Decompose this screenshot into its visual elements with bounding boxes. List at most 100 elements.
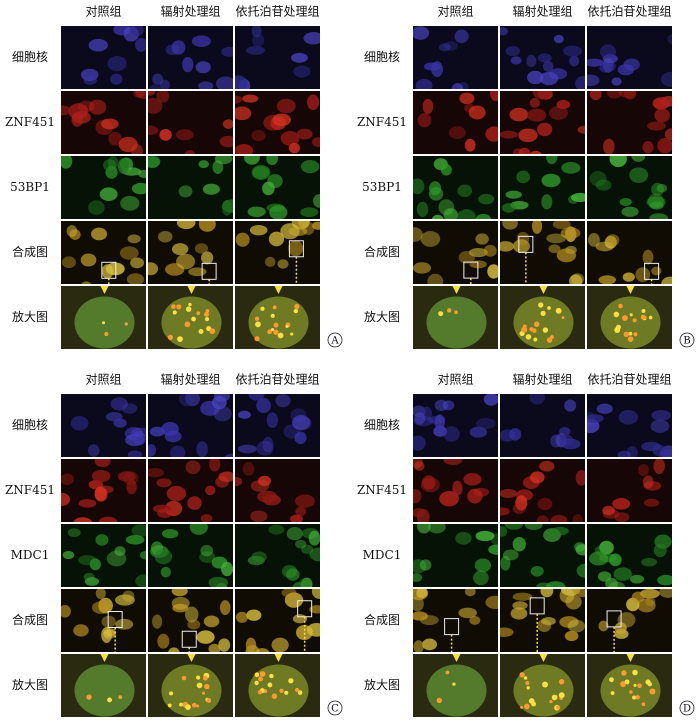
- column-header: 对照组: [85, 5, 121, 19]
- micrograph: [500, 459, 585, 522]
- micrograph: [235, 394, 320, 457]
- column-header: 对照组: [437, 5, 473, 19]
- micrograph: [235, 654, 320, 717]
- panel-label: D: [683, 704, 691, 715]
- panel-badge: [327, 332, 343, 348]
- row-label: ZNF451: [5, 483, 55, 497]
- panel-badge: [679, 332, 695, 348]
- row-label: 细胞核: [12, 418, 48, 432]
- micrograph: [235, 459, 320, 522]
- panel-badge: [679, 700, 695, 716]
- row-label: 合成图: [364, 244, 400, 259]
- panel-label: B: [683, 336, 690, 347]
- micrograph: [587, 91, 672, 154]
- row-label: 合成图: [12, 244, 48, 259]
- row-label: MDC1: [11, 548, 50, 562]
- micrograph: [235, 589, 320, 652]
- micrograph: [413, 394, 498, 457]
- micrograph: [587, 589, 672, 652]
- row-label: 细胞核: [364, 418, 400, 432]
- row-label: 53BP1: [10, 180, 50, 194]
- column-header: 辐射处理组: [512, 4, 572, 19]
- micrograph: [148, 26, 233, 89]
- panel-label: C: [331, 704, 339, 715]
- column-header: 辐射处理组: [160, 4, 220, 19]
- micrograph: [413, 286, 498, 349]
- micrograph: [235, 286, 320, 349]
- micrograph: [413, 459, 498, 522]
- row-label: 放大图: [12, 677, 48, 692]
- micrograph: [148, 286, 233, 349]
- micrograph: [148, 654, 233, 717]
- micrograph: [235, 221, 320, 284]
- column-header: 对照组: [85, 373, 121, 387]
- row-label: ZNF451: [5, 115, 55, 129]
- micrograph: [235, 156, 320, 219]
- column-header: 依托泊苷处理组: [587, 372, 671, 387]
- micrograph: [500, 286, 585, 349]
- micrograph: [413, 91, 498, 154]
- micrograph: [500, 156, 585, 219]
- micrograph: [500, 394, 585, 457]
- micrograph: [148, 589, 233, 652]
- micrograph: [587, 459, 672, 522]
- column-header: 依托泊苷处理组: [235, 4, 319, 19]
- micrograph: [413, 524, 498, 587]
- micrograph: [413, 589, 498, 652]
- micrograph: [148, 524, 233, 587]
- micrograph: [61, 524, 146, 587]
- micrograph: [413, 654, 498, 717]
- micrograph: [61, 26, 146, 89]
- micrograph: [413, 26, 498, 89]
- micrograph: [235, 26, 320, 89]
- column-header: 辐射处理组: [160, 372, 220, 387]
- micrograph: [148, 459, 233, 522]
- micrograph: [61, 654, 146, 717]
- micrograph: [148, 394, 233, 457]
- row-label: 放大图: [12, 309, 48, 324]
- row-label: 放大图: [364, 677, 400, 692]
- micrograph: [587, 394, 672, 457]
- micrograph: [148, 91, 233, 154]
- micrograph: [61, 394, 146, 457]
- row-label: 细胞核: [364, 50, 400, 64]
- micrograph: [587, 524, 672, 587]
- micrograph: [235, 524, 320, 587]
- micrograph: [587, 286, 672, 349]
- column-header: 依托泊苷处理组: [587, 4, 671, 19]
- micrograph: [235, 91, 320, 154]
- row-label: 合成图: [364, 612, 400, 627]
- micrograph: [61, 156, 146, 219]
- panel-label: A: [330, 336, 339, 347]
- row-label: 合成图: [12, 612, 48, 627]
- micrograph: [413, 156, 498, 219]
- micrograph: [500, 221, 585, 284]
- micrograph: [61, 459, 146, 522]
- row-label: 细胞核: [12, 50, 48, 64]
- micrograph: [587, 26, 672, 89]
- micrograph: [148, 221, 233, 284]
- micrograph: [61, 91, 146, 154]
- micrograph: [587, 156, 672, 219]
- micrograph: [61, 286, 146, 349]
- row-label: ZNF451: [357, 483, 407, 497]
- micrograph: [500, 589, 585, 652]
- micrograph: [587, 221, 672, 284]
- column-header: 依托泊苷处理组: [235, 372, 319, 387]
- row-label: 53BP1: [362, 180, 402, 194]
- micrograph: [500, 654, 585, 717]
- micrograph: [148, 156, 233, 219]
- column-header: 对照组: [437, 373, 473, 387]
- micrograph: [500, 91, 585, 154]
- micrograph: [587, 654, 672, 717]
- micrograph: [61, 589, 146, 652]
- micrograph: [61, 221, 146, 284]
- micrograph: [413, 221, 498, 284]
- row-label: MDC1: [363, 548, 402, 562]
- row-label: 放大图: [364, 309, 400, 324]
